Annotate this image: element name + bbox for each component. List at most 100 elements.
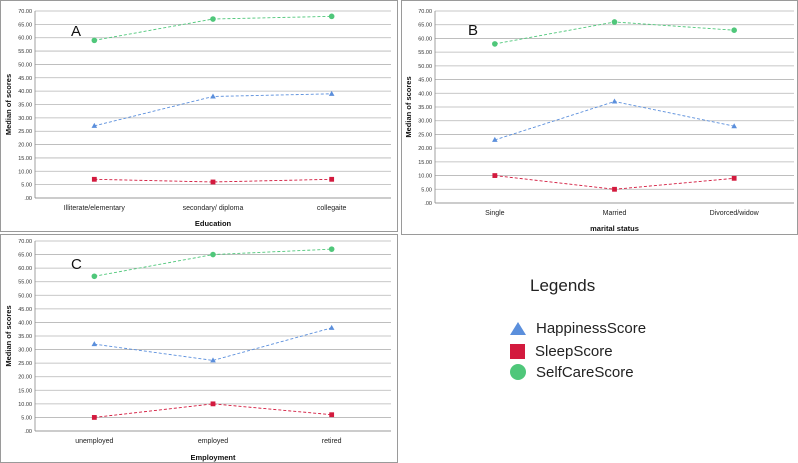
y-tick-label: .00 bbox=[24, 196, 32, 202]
data-point-SelfCareScore bbox=[91, 273, 98, 280]
y-tick-label: 65.00 bbox=[18, 22, 32, 28]
y-tick-label: 45.00 bbox=[18, 307, 32, 313]
x-tick-label: Married bbox=[603, 210, 627, 217]
x-axis-title: Employment bbox=[190, 453, 236, 462]
y-tick-label: 55.00 bbox=[18, 49, 32, 55]
y-tick-label: 30.00 bbox=[18, 116, 32, 122]
circle-icon bbox=[510, 364, 526, 380]
y-axis-title: Median of scores bbox=[404, 76, 413, 137]
data-point-HappinessScore bbox=[210, 93, 216, 99]
data-point-SleepScore bbox=[612, 186, 617, 192]
y-tick-label: 70.00 bbox=[18, 9, 32, 15]
legend-item-selfcare: SelfCareScore bbox=[510, 362, 634, 382]
data-point-SleepScore bbox=[329, 412, 335, 418]
y-tick-label: 20.00 bbox=[18, 143, 32, 149]
y-tick-label: 65.00 bbox=[418, 23, 432, 29]
y-tick-label: 45.00 bbox=[418, 78, 432, 84]
chart-panel-marital-status: 70.00 65.00 60.00 55.00 50.00 45.00 40.00 35.00… bbox=[401, 0, 798, 235]
y-tick-label: 15.00 bbox=[18, 388, 32, 394]
series-line-HappinessScore bbox=[94, 327, 332, 361]
data-point-SelfCareScore bbox=[91, 37, 98, 44]
legend-item-sleep: SleepScore bbox=[510, 341, 613, 361]
y-tick-label: 15.00 bbox=[18, 156, 32, 162]
y-tick-label: 25.00 bbox=[18, 361, 32, 367]
legend-label: SleepScore bbox=[535, 342, 613, 360]
legend-item-happiness: HappinessScore bbox=[510, 318, 646, 338]
y-tick-label: 50.00 bbox=[418, 64, 432, 70]
data-point-SleepScore bbox=[329, 176, 335, 182]
x-tick-label: retired bbox=[322, 438, 342, 445]
y-tick-label: 25.00 bbox=[418, 132, 432, 138]
y-tick-label: 65.00 bbox=[18, 253, 32, 259]
x-tick-label: collegaite bbox=[317, 205, 347, 212]
data-point-SelfCareScore bbox=[210, 16, 216, 22]
y-tick-label: 40.00 bbox=[18, 320, 32, 326]
data-point-SleepScore bbox=[210, 401, 216, 407]
series-line-SelfCareScore bbox=[494, 21, 735, 45]
chart-panel-education: 70.00 65.00 60.00 55.00 50.00 45.00 40.00 35.00… bbox=[0, 0, 398, 232]
chart-svg-employment: 70.00 65.00 60.00 55.00 50.00 45.00 40.00 35.00… bbox=[4, 239, 391, 462]
chart-svg-marital-status: 70.00 65.00 60.00 55.00 50.00 45.00 40.00 35.00… bbox=[404, 9, 794, 233]
x-tick-label: Illiterate/elementary bbox=[64, 205, 126, 212]
y-tick-label: 40.00 bbox=[418, 91, 432, 97]
y-tick-label: 50.00 bbox=[18, 293, 32, 299]
y-tick-label: 15.00 bbox=[418, 160, 432, 166]
x-tick-label: secondary/ diploma bbox=[183, 205, 244, 212]
y-tick-label: 20.00 bbox=[418, 146, 432, 152]
y-tick-label: 5.00 bbox=[21, 415, 32, 421]
y-tick-label: 30.00 bbox=[18, 348, 32, 354]
legend: Legends HappinessScore SleepScore SelfCa… bbox=[500, 270, 760, 390]
data-point-HappinessScore bbox=[328, 90, 335, 96]
data-point-HappinessScore bbox=[731, 123, 737, 129]
data-point-SleepScore bbox=[91, 176, 97, 182]
x-tick-label: Divorced/widow bbox=[710, 210, 760, 217]
y-tick-label: 10.00 bbox=[418, 174, 432, 180]
x-axis-title: marital status bbox=[590, 224, 639, 233]
x-tick-label: unemployed bbox=[75, 438, 113, 445]
data-point-HappinessScore bbox=[328, 324, 335, 330]
data-point-HappinessScore bbox=[91, 122, 98, 128]
y-tick-label: 35.00 bbox=[418, 105, 432, 111]
data-point-HappinessScore bbox=[210, 357, 216, 363]
chart-panel-employment: 70.00 65.00 60.00 55.00 50.00 45.00 40.00 35.00… bbox=[0, 234, 398, 463]
legend-label: HappinessScore bbox=[536, 319, 647, 337]
y-tick-label: 10.00 bbox=[18, 169, 32, 175]
y-tick-label: 30.00 bbox=[418, 119, 432, 125]
x-axis-title: Education bbox=[195, 219, 232, 228]
data-point-HappinessScore bbox=[611, 98, 618, 104]
data-point-SelfCareScore bbox=[492, 41, 498, 47]
data-point-SleepScore bbox=[210, 179, 216, 185]
y-tick-label: 55.00 bbox=[418, 50, 432, 56]
y-tick-label: 20.00 bbox=[18, 375, 32, 381]
panel-label: B bbox=[468, 22, 478, 39]
y-tick-label: 45.00 bbox=[18, 76, 32, 82]
chart-svg-education: 70.00 65.00 60.00 55.00 50.00 45.00 40.00 35.00… bbox=[4, 9, 391, 228]
y-tick-label: .00 bbox=[424, 201, 432, 207]
legend-label: SelfCareScore bbox=[536, 363, 634, 381]
data-point-HappinessScore bbox=[91, 341, 98, 347]
y-tick-label: 5.00 bbox=[421, 187, 432, 193]
y-tick-label: 55.00 bbox=[18, 280, 32, 286]
triangle-icon bbox=[510, 321, 526, 335]
y-tick-label: 50.00 bbox=[18, 62, 32, 68]
y-axis-title: Median of scores bbox=[4, 305, 13, 366]
y-tick-label: 10.00 bbox=[18, 402, 32, 408]
y-tick-label: 40.00 bbox=[18, 89, 32, 95]
y-tick-label: 60.00 bbox=[18, 36, 32, 42]
data-point-HappinessScore bbox=[492, 136, 498, 142]
data-point-SelfCareScore bbox=[731, 27, 737, 33]
y-axis-title: Median of scores bbox=[4, 74, 13, 135]
data-point-SelfCareScore bbox=[328, 13, 335, 20]
y-tick-label: 60.00 bbox=[418, 36, 432, 42]
y-tick-label: 35.00 bbox=[18, 103, 32, 109]
y-tick-label: 60.00 bbox=[18, 266, 32, 272]
series-line-SleepScore bbox=[94, 178, 332, 183]
y-tick-label: 70.00 bbox=[418, 9, 432, 15]
y-tick-label: 70.00 bbox=[18, 239, 32, 245]
y-tick-label: 5.00 bbox=[21, 183, 32, 189]
data-point-SelfCareScore bbox=[328, 246, 335, 252]
panel-label: A bbox=[71, 23, 81, 40]
square-icon bbox=[510, 343, 525, 359]
y-tick-label: .00 bbox=[24, 429, 32, 435]
y-tick-label: 35.00 bbox=[18, 334, 32, 340]
